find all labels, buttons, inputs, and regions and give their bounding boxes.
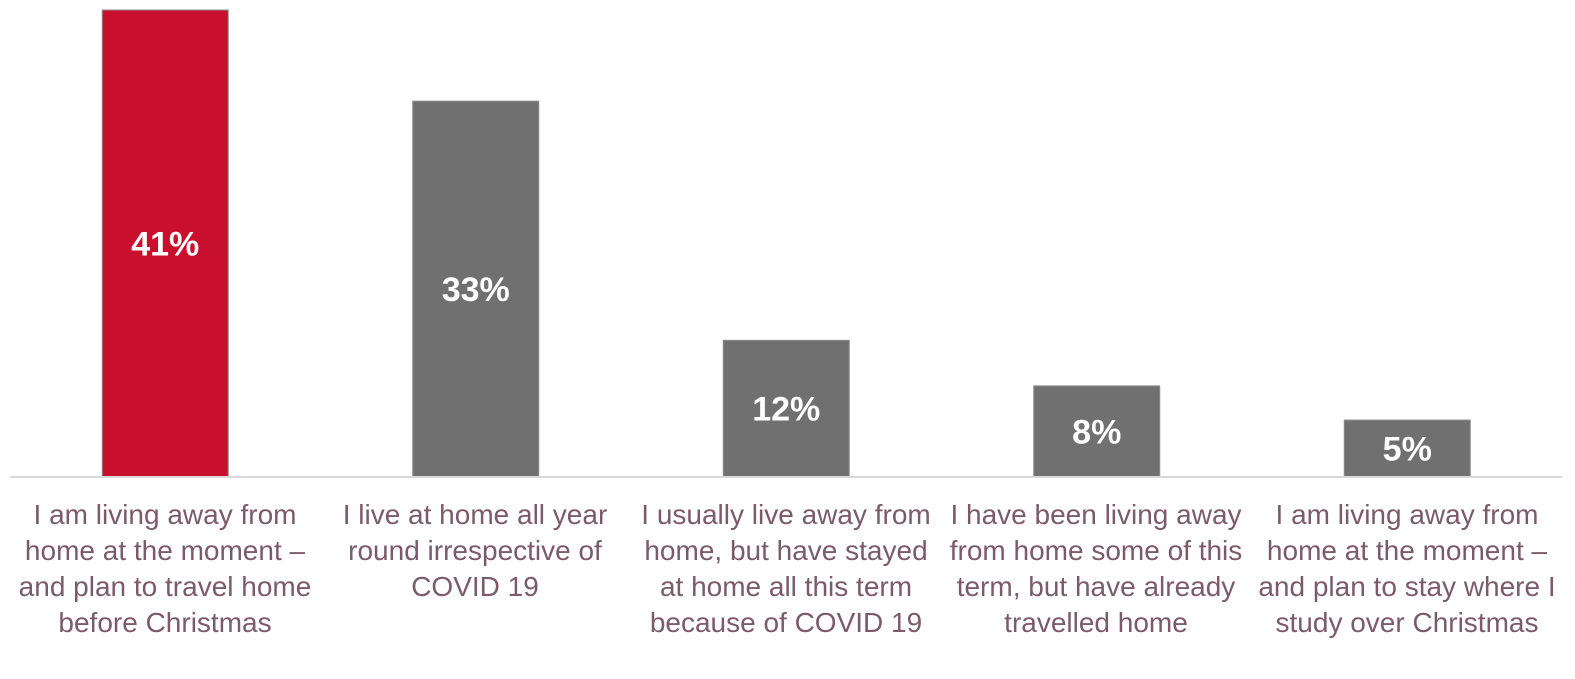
category-label-living-away-travel-home: I am living away from home at the moment… (18, 499, 312, 638)
value-label-living-away-travel-home: 41% (131, 226, 199, 264)
bar-living-away-travel-home (101, 9, 229, 478)
value-label-live-at-home: 33% (442, 271, 510, 309)
bar-already-travelled-home (1033, 385, 1161, 478)
category-label-stayed-home-covid: I usually live away from home, but have … (641, 499, 931, 638)
bar-live-at-home (412, 100, 540, 478)
bar-stayed-home-covid (722, 339, 850, 478)
category-label-stay-over-christmas: I am living away from home at the moment… (1258, 499, 1556, 638)
bar-stay-over-christmas (1343, 419, 1471, 478)
value-label-stayed-home-covid: 12% (752, 391, 820, 429)
value-labels-layer: 41% 33% 12% 8% 5% (131, 226, 1432, 469)
bars-layer (101, 9, 1471, 478)
category-label-already-travelled-home: I have been living away from home some o… (949, 499, 1243, 638)
value-label-stay-over-christmas: 5% (1383, 431, 1432, 469)
value-label-already-travelled-home: 8% (1072, 413, 1121, 451)
category-label-live-at-home: I live at home all year round irrespecti… (342, 499, 608, 602)
